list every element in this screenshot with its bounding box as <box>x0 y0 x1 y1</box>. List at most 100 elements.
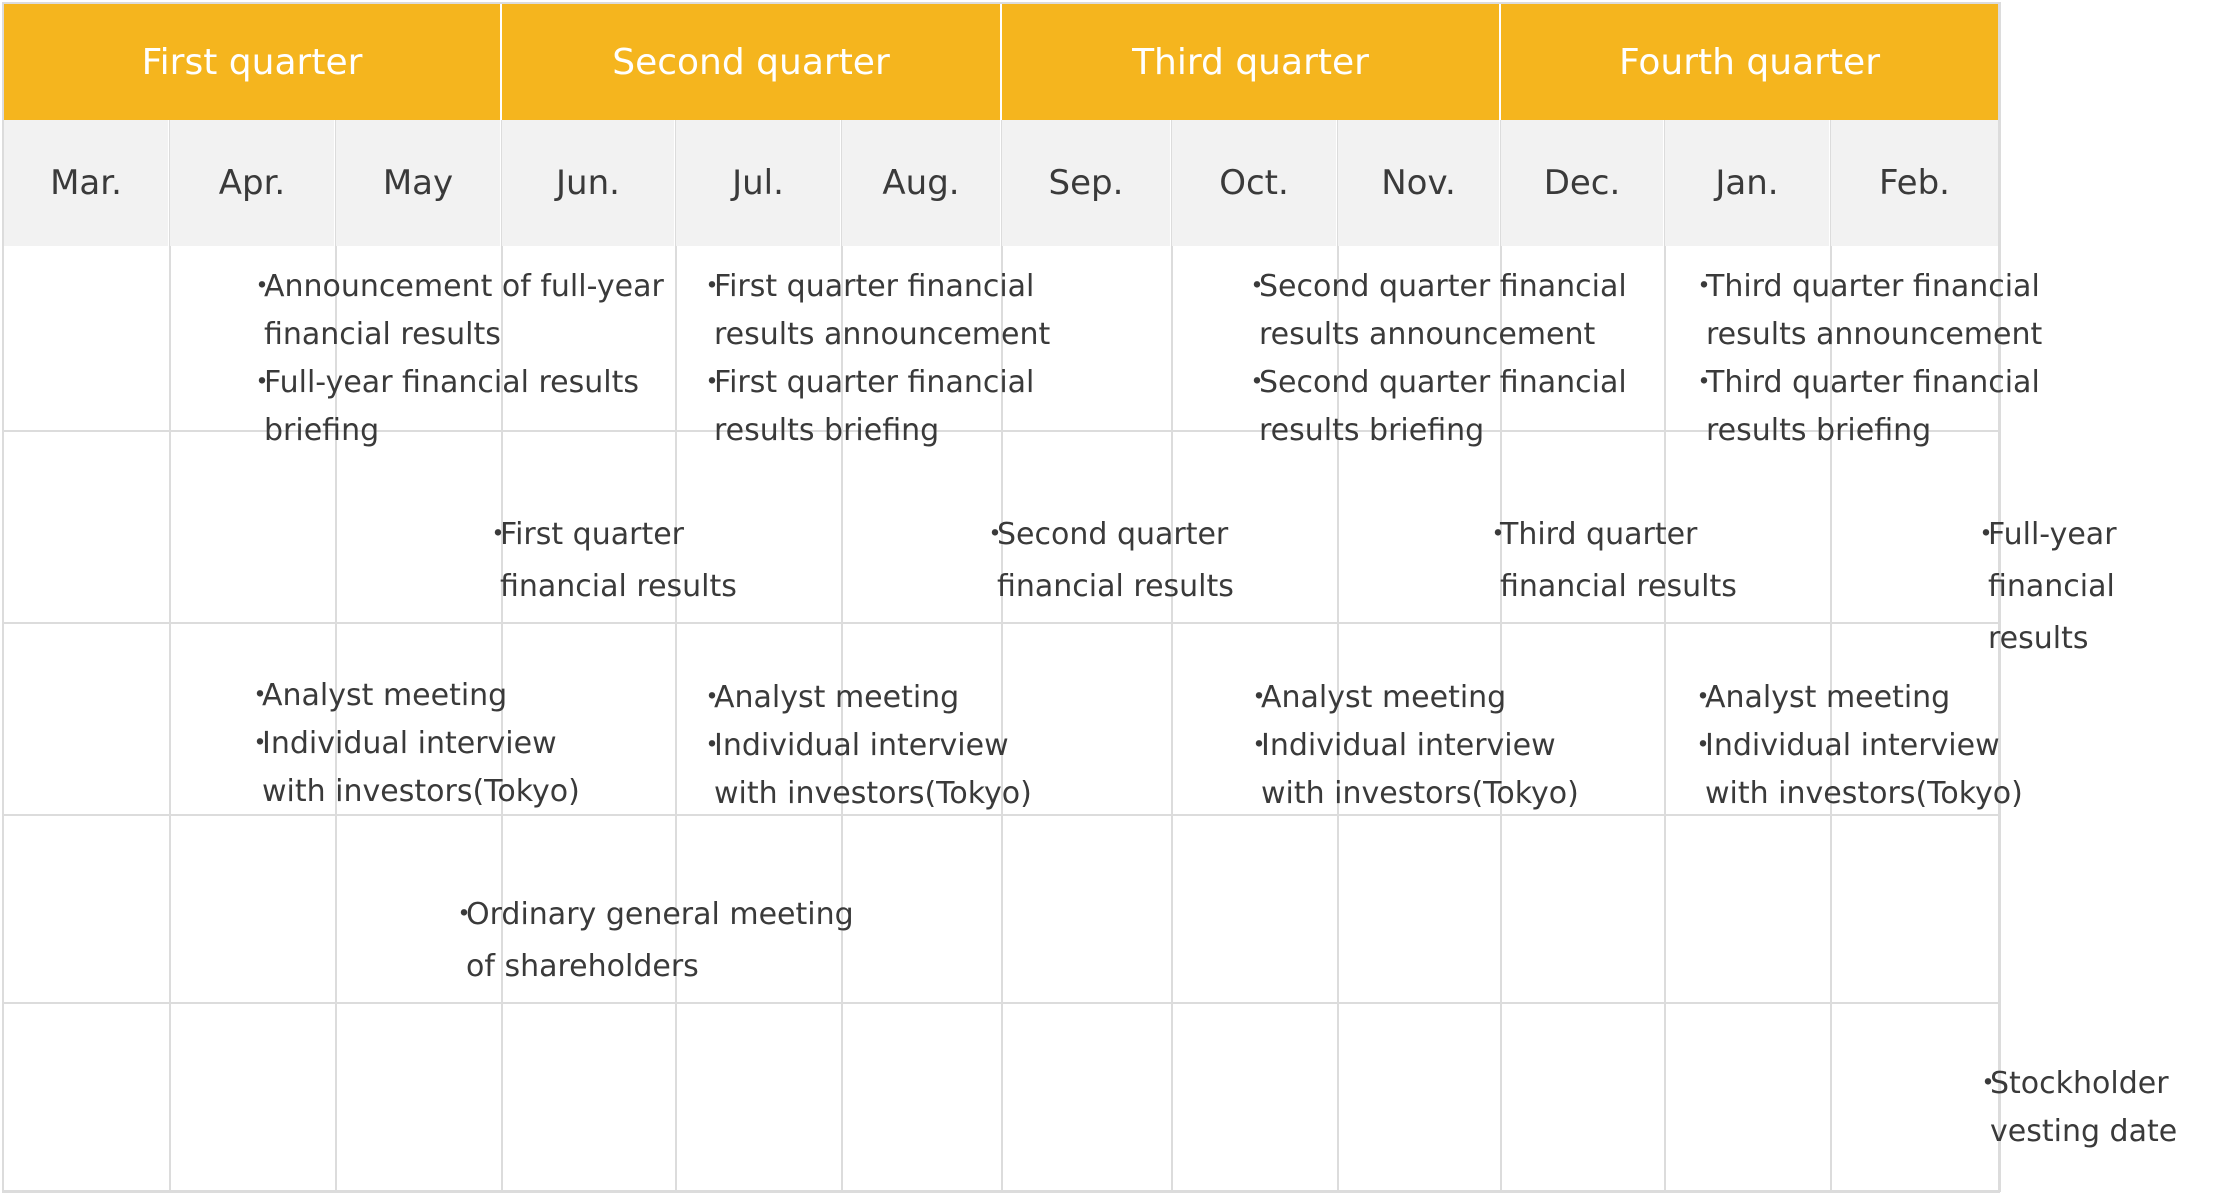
bullet-icon: ・ <box>483 517 513 552</box>
event-text: Individual interview <box>1705 728 2000 763</box>
event-text: Second quarter financial <box>1259 269 1627 304</box>
event-oct-second-quarter-announcement: ・ Second quarter financial results announc… <box>1242 263 1627 455</box>
event-text: with investors(Tokyo) <box>714 776 1032 811</box>
bullet-icon: ・ <box>980 517 1010 552</box>
event-text: First quarter financial <box>714 365 1035 400</box>
event-text: with investors(Tokyo) <box>262 774 580 809</box>
event-text: Analyst meeting <box>262 678 508 713</box>
month-dec: Dec. <box>1501 120 1663 246</box>
grid-column-line <box>675 120 677 1192</box>
event-text: Full-year financial results <box>264 365 639 400</box>
event-text: financial results <box>1500 569 1737 604</box>
event-item: ・ Third quarter financial results announce… <box>1689 263 2042 359</box>
bullet-icon: ・ <box>247 365 277 400</box>
grid-border-left <box>2 2 4 1192</box>
event-may-first-quarter-end: ・ First quarter financial results <box>483 509 737 613</box>
event-item: ・ Individual interview with investors(Toky… <box>1688 722 2023 818</box>
bullet-icon: ・ <box>1483 517 1513 552</box>
month-mar: Mar. <box>4 120 168 246</box>
event-text: financial results <box>997 569 1234 604</box>
event-text: First quarter <box>500 517 684 552</box>
grid-row-line <box>2 1002 2000 1004</box>
bullet-icon: ・ <box>1973 1066 2003 1101</box>
month-jan: Jan. <box>1665 120 1829 246</box>
event-item: ・ Analyst meeting <box>245 672 580 720</box>
event-text: of shareholders <box>466 949 699 984</box>
event-jul-first-quarter-announcement: ・ First quarter financial results announce… <box>697 263 1050 455</box>
event-may-general-meeting: ・ Ordinary general meeting of shareholders <box>449 889 854 993</box>
month-nov: Nov. <box>1338 120 1499 246</box>
bullet-icon: ・ <box>1971 517 2001 552</box>
event-text: with investors(Tokyo) <box>1705 776 2023 811</box>
event-apr-analyst-meeting: ・ Analyst meeting ・ Individual interview wi… <box>245 672 580 816</box>
bullet-icon: ・ <box>697 365 727 400</box>
grid-column-line <box>1171 120 1173 1192</box>
event-text: Second quarter <box>997 517 1229 552</box>
bullet-icon: ・ <box>1688 680 1718 715</box>
event-text: financial results <box>264 317 501 352</box>
bullet-icon: ・ <box>1688 728 1718 763</box>
event-text: results announcement <box>1706 317 2043 352</box>
event-item: ・ Third quarter financial results <box>1483 509 1737 613</box>
grid-border-right <box>1998 2 2001 1192</box>
event-text: vesting date <box>1990 1114 2178 1149</box>
grid-column-line <box>1830 120 1832 1192</box>
grid-row-line <box>2 622 2000 624</box>
grid-column-line <box>1664 120 1666 1192</box>
bullet-icon: ・ <box>245 678 275 713</box>
event-text: results announcement <box>714 317 1051 352</box>
event-text: Third quarter financial <box>1706 269 2040 304</box>
event-text: Full-year <box>1988 517 2117 552</box>
event-item: ・ Individual interview with investors(Toky… <box>697 722 1032 818</box>
event-item: ・ Ordinary general meeting of shareholders <box>449 889 854 993</box>
event-text: Individual interview <box>714 728 1009 763</box>
event-text: results briefing <box>1706 413 1932 448</box>
grid-column-line <box>1337 120 1339 1192</box>
bullet-icon: ・ <box>697 728 727 763</box>
bullet-icon: ・ <box>697 680 727 715</box>
event-text: Individual interview <box>1261 728 1556 763</box>
event-feb-full-year-end: ・ Full-year financial results <box>1971 509 2219 665</box>
event-item: ・ Full-year financial results briefing <box>247 359 664 455</box>
grid-column-line <box>335 120 337 1192</box>
event-jan-third-quarter-announcement: ・ Third quarter financial results announce… <box>1689 263 2042 455</box>
event-item: ・ First quarter financial results briefing <box>697 359 1050 455</box>
event-item: ・ Second quarter financial results announc… <box>1242 263 1627 359</box>
event-item: ・ Individual interview with investors(Toky… <box>245 720 580 816</box>
month-sep: Sep. <box>1002 120 1170 246</box>
event-text: Third quarter <box>1500 517 1698 552</box>
event-item: ・ Second quarter financial results <box>980 509 1234 613</box>
grid-column-line <box>1001 120 1003 1192</box>
event-text: financial results <box>1988 569 2115 656</box>
bullet-icon: ・ <box>1244 680 1274 715</box>
event-text: financial results <box>500 569 737 604</box>
event-jul-analyst-meeting: ・ Analyst meeting ・ Individual interview wi… <box>697 674 1032 818</box>
bullet-icon: ・ <box>1242 269 1272 304</box>
grid-row-line <box>2 430 2000 432</box>
event-nov-third-quarter-end: ・ Third quarter financial results <box>1483 509 1737 613</box>
event-item: ・ Third quarter financial results briefing <box>1689 359 2042 455</box>
month-jun: Jun. <box>502 120 674 246</box>
event-text: Individual interview <box>262 726 557 761</box>
bullet-icon: ・ <box>1242 365 1272 400</box>
month-feb: Feb. <box>1831 120 1998 246</box>
bullet-icon: ・ <box>1689 365 1719 400</box>
event-aug-second-quarter-end: ・ Second quarter financial results <box>980 509 1234 613</box>
event-item: ・ First quarter financial results <box>483 509 737 613</box>
event-text: results announcement <box>1259 317 1596 352</box>
event-item: ・ Analyst meeting <box>1688 674 2023 722</box>
bullet-icon: ・ <box>1244 728 1274 763</box>
grid-border-bottom <box>2 1190 2000 1193</box>
event-item: ・ Full-year financial results <box>1971 509 2219 665</box>
quarter-header-second: Second quarter <box>502 4 1000 120</box>
event-text: Analyst meeting <box>714 680 960 715</box>
event-item: ・ Analyst meeting <box>697 674 1032 722</box>
grid-column-line <box>501 120 503 1192</box>
event-text: Ordinary general meeting <box>466 897 854 932</box>
event-text: results briefing <box>714 413 940 448</box>
month-aug: Aug. <box>842 120 1000 246</box>
bullet-icon: ・ <box>247 269 277 304</box>
event-oct-analyst-meeting: ・ Analyst meeting ・ Individual interview wi… <box>1244 674 1579 818</box>
event-text: First quarter financial <box>714 269 1035 304</box>
